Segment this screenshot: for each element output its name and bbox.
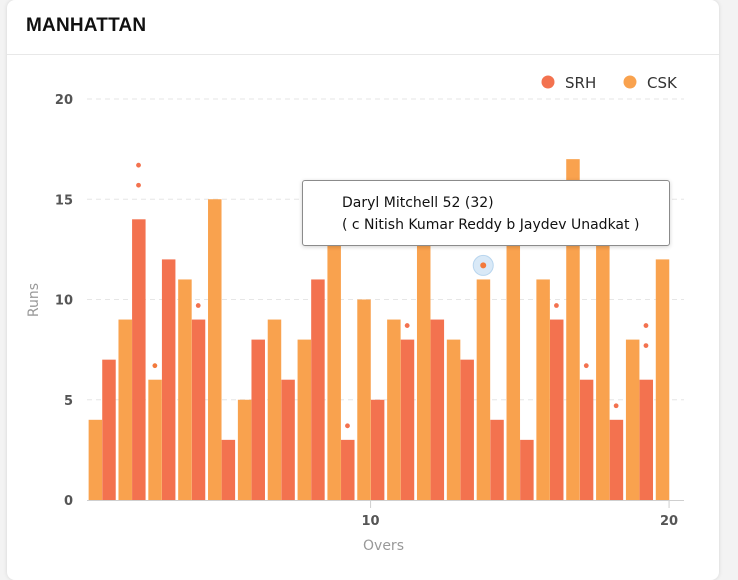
bar-srh-over-3 (161, 259, 176, 500)
bar-srh-over-18 (609, 419, 624, 500)
bar-csk-over-8 (297, 339, 312, 500)
y-tick-label: 10 (55, 294, 73, 309)
bar-csk-over-18 (596, 239, 610, 500)
wicket-marker (136, 162, 141, 168)
wicket-marker (480, 262, 487, 269)
bar-srh-over-4 (191, 319, 206, 500)
bar-srh-over-16 (549, 319, 564, 500)
bar-srh-over-7 (281, 379, 295, 500)
bar-csk-over-9 (327, 239, 341, 500)
y-tick-label: 20 (55, 93, 73, 108)
bar-csk-over-14 (476, 279, 491, 500)
legend: SRH CSK (541, 74, 678, 92)
x-axis-label: Overs (363, 538, 404, 554)
bar-srh-over-5 (221, 439, 236, 500)
bar-csk-over-6 (237, 399, 252, 500)
wicket-marker (195, 303, 201, 308)
bar-srh-over-1 (102, 359, 116, 500)
bar-csk-over-12 (416, 239, 431, 500)
wicket-marker (404, 323, 410, 328)
bar-csk-over-20 (655, 259, 670, 500)
bar-csk-over-3 (148, 379, 162, 500)
bar-srh-over-8 (311, 279, 325, 500)
legend-label-csk: CSK (647, 74, 678, 92)
wicket-marker (613, 403, 619, 409)
wicket-tooltip: Daryl Mitchell 52 (32) ( c Nitish Kumar … (302, 180, 670, 246)
bar-srh-over-6 (251, 339, 265, 500)
y-tick-label: 0 (64, 494, 73, 509)
bar-csk-over-10 (357, 299, 371, 500)
legend-swatch-srh (541, 75, 555, 89)
bar-csk-over-7 (267, 319, 282, 500)
bar-srh-over-17 (579, 379, 594, 500)
card-title: MANHATTAN (26, 15, 147, 36)
tooltip-dismissal: ( c Nitish Kumar Reddy b Jaydev Unadkat … (342, 217, 640, 233)
wicket-marker (583, 363, 589, 369)
bar-srh-over-13 (460, 359, 474, 500)
bar-csk-over-13 (446, 339, 461, 500)
bar-csk-over-16 (536, 279, 550, 500)
legend-swatch-csk (623, 75, 637, 89)
card-header: MANHATTAN (7, 0, 719, 55)
bar-srh-over-19 (639, 379, 654, 500)
bar-srh-over-15 (520, 439, 534, 500)
bar-csk-over-4 (178, 279, 192, 500)
bar-csk-over-1 (88, 419, 103, 500)
tooltip-batter: Daryl Mitchell 52 (32) (342, 195, 494, 211)
bar-srh-over-9 (341, 439, 355, 500)
bar-srh-over-11 (400, 339, 415, 500)
bar-srh-over-12 (430, 319, 445, 500)
wicket-marker (136, 182, 141, 188)
bar-csk-over-15 (506, 239, 521, 500)
manhattan-chart: 0 5 10 15 20 10 20 Overs Runs SRH CSK (26, 74, 684, 554)
x-tick-label: 10 (362, 514, 380, 529)
bar-csk-over-5 (208, 199, 222, 500)
y-axis-label: Runs (26, 283, 42, 317)
bar-csk-over-2 (118, 319, 132, 500)
wicket-marker (345, 423, 350, 429)
y-tick-label: 15 (55, 193, 73, 208)
wicket-marker (152, 363, 158, 369)
bar-csk-over-19 (625, 339, 640, 500)
bar-srh-over-14 (490, 419, 504, 500)
bar-csk-over-11 (387, 319, 401, 500)
wicket-marker (643, 343, 649, 349)
x-tick-label: 20 (660, 514, 678, 529)
wicket-marker (554, 303, 559, 308)
y-tick-label: 5 (64, 394, 73, 409)
bar-srh-over-10 (370, 399, 385, 500)
wicket-marker (643, 323, 649, 328)
legend-label-srh: SRH (565, 74, 596, 92)
bar-srh-over-2 (132, 219, 146, 501)
